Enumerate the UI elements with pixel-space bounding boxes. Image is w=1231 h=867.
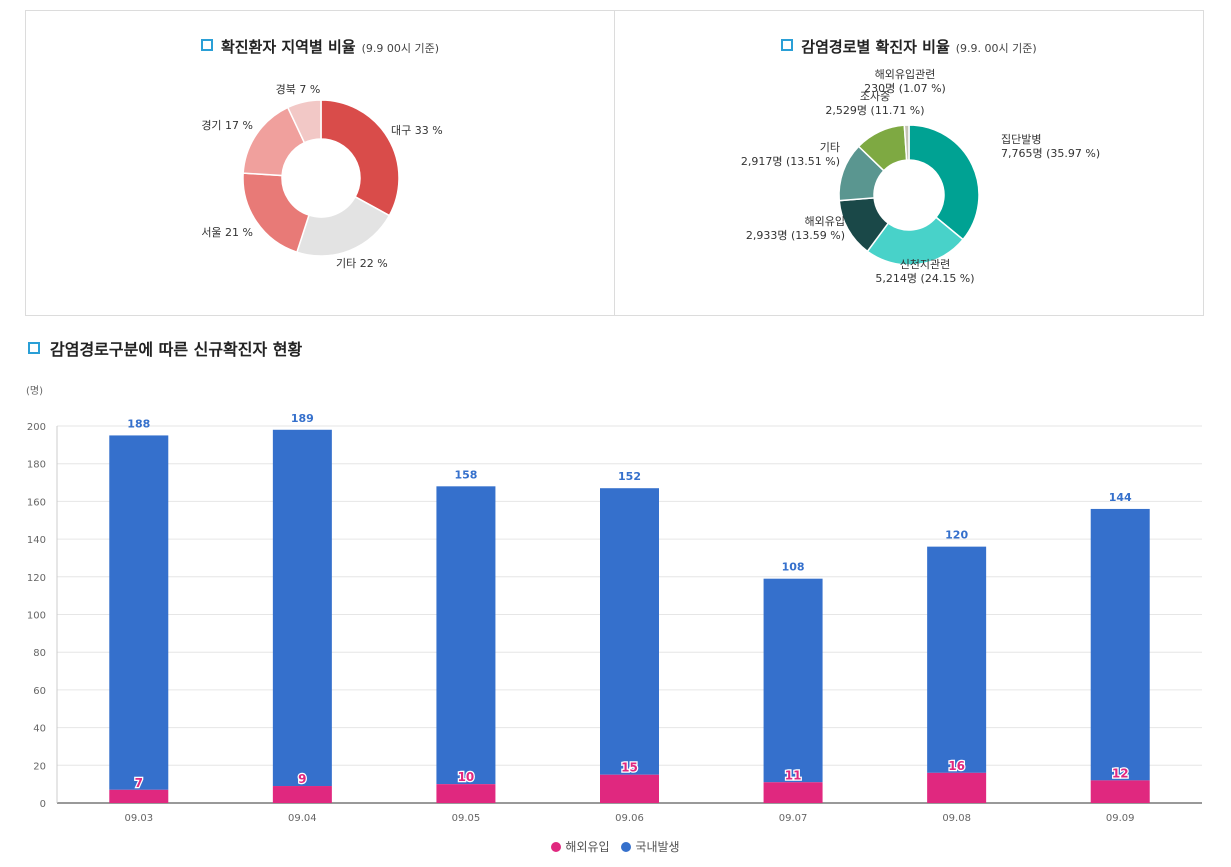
- y-tick-label: 200: [27, 422, 46, 433]
- section-title-text: 감염경로구분에 따른 신규확진자 현황: [50, 340, 303, 359]
- bar-domestic[interactable]: [600, 488, 659, 775]
- bar-overseas[interactable]: [109, 789, 169, 803]
- domestic-value-label: 152: [618, 470, 641, 483]
- donut-slice[interactable]: [286, 99, 322, 144]
- bar-domestic[interactable]: [927, 546, 987, 773]
- y-tick-label: 40: [33, 724, 46, 735]
- x-tick-label: 09.09: [1106, 813, 1135, 824]
- y-tick-label: 0: [40, 799, 46, 810]
- region-ratio-panel: 확진환자 지역별 비율 (9.9 00시 기준) 대구 33 % 기타 22 % 서울…: [25, 10, 615, 316]
- slice-label: 대구 33 %: [391, 124, 443, 137]
- domestic-value-label: 189: [291, 412, 314, 425]
- y-tick-label: 60: [33, 686, 46, 697]
- slice-label: 경기 17 %: [201, 119, 253, 132]
- square-bullet-icon: [200, 39, 213, 51]
- chart-legend: 해외유입 국내발생: [0, 838, 1231, 855]
- bar-domestic[interactable]: [272, 429, 332, 787]
- bar-overseas[interactable]: [272, 786, 332, 803]
- route-panel-title: 감염경로별 확진자 비율 (9.9. 00시 기준): [615, 36, 1203, 57]
- daily-cases-bar-chart: (명) 0 20 40 60 80 100 120 140 160 180 200 188 7 09.03 1…: [26, 385, 1202, 824]
- y-tick-label: 80: [33, 648, 46, 659]
- y-unit-label: (명): [26, 385, 43, 397]
- x-tick-label: 09.04: [288, 813, 317, 824]
- bar-domestic[interactable]: [1090, 508, 1150, 781]
- legend-label: 국내발생: [635, 840, 680, 854]
- square-bullet-icon: [28, 342, 40, 354]
- region-title-text: 확진환자 지역별 비율: [220, 38, 356, 56]
- legend-label: 해외유입: [565, 840, 610, 854]
- donut-slice[interactable]: [242, 172, 310, 254]
- donut-slice[interactable]: [320, 99, 400, 217]
- donut-slice[interactable]: [908, 124, 980, 241]
- overseas-value-label: 11: [785, 768, 802, 782]
- y-tick-label: 100: [27, 611, 46, 622]
- domestic-value-label: 144: [1109, 491, 1132, 504]
- overseas-value-label: 10: [458, 770, 475, 784]
- bar-overseas[interactable]: [927, 772, 987, 803]
- domestic-value-label: 108: [782, 561, 805, 574]
- x-tick-label: 09.07: [779, 813, 808, 824]
- y-tick-label: 120: [27, 573, 46, 584]
- slice-label: 해외유입관련 230명 (1.07 %): [864, 67, 946, 95]
- slice-label: 기타 22 %: [336, 257, 388, 270]
- route-subtitle-text: (9.9. 00시 기준): [955, 42, 1037, 55]
- x-tick-label: 09.08: [942, 813, 971, 824]
- slice-label: 조사중 2,529명 (11.71 %): [825, 90, 924, 117]
- domestic-value-label: 158: [454, 468, 477, 481]
- donut-slice[interactable]: [903, 124, 910, 161]
- bar-overseas[interactable]: [1090, 780, 1150, 803]
- y-tick-label: 140: [27, 535, 46, 546]
- slice-label: 기타 2,917명 (13.51 %): [741, 141, 840, 168]
- region-subtitle-text: (9.9 00시 기준): [361, 42, 440, 55]
- section-title: 감염경로구분에 따른 신규확진자 현황: [28, 336, 302, 360]
- slice-label: 서울 21 %: [201, 226, 253, 239]
- region-donut-chart: 대구 33 % 기타 22 % 서울 21 % 경기 17 % 경북 7 %: [201, 83, 443, 270]
- slice-label: 해외유입 2,933명 (13.59 %): [746, 214, 845, 242]
- slice-label: 경북 7 %: [276, 83, 321, 96]
- slice-label: 신천지관련 5,214명 (24.15 %): [875, 257, 974, 285]
- route-ratio-panel: 감염경로별 확진자 비율 (9.9. 00시 기준) 집단발병 7,765명 (35…: [614, 10, 1204, 316]
- overseas-value-label: 16: [948, 759, 965, 773]
- bar-overseas[interactable]: [600, 774, 659, 803]
- bar-domestic[interactable]: [763, 578, 823, 783]
- domestic-value-label: 120: [945, 529, 968, 542]
- domestic-value-label: 188: [127, 417, 150, 430]
- legend-item-overseas[interactable]: 해외유입: [551, 838, 610, 855]
- region-panel-title: 확진환자 지역별 비율 (9.9 00시 기준): [26, 36, 614, 57]
- route-donut-chart: 집단발병 7,765명 (35.97 %) 신천지관련 5,214명 (24.15 %…: [741, 67, 1100, 285]
- overseas-value-label: 15: [621, 761, 638, 775]
- donut-slice[interactable]: [866, 216, 965, 266]
- y-tick-label: 20: [33, 761, 46, 772]
- y-tick-label: 180: [27, 460, 46, 471]
- route-title-text: 감염경로별 확진자 비율: [801, 38, 950, 56]
- slice-label: 집단발병 7,765명 (35.97 %): [1001, 133, 1100, 160]
- x-tick-label: 09.05: [452, 813, 481, 824]
- x-tick-label: 09.06: [615, 813, 644, 824]
- legend-item-domestic[interactable]: 국내발생: [621, 838, 680, 855]
- legend-dot-icon: [551, 842, 562, 852]
- square-bullet-icon: [781, 39, 794, 51]
- y-tick-label: 160: [27, 497, 46, 508]
- overseas-value-label: 7: [135, 776, 143, 790]
- overseas-value-label: 12: [1112, 766, 1129, 780]
- bar-domestic[interactable]: [436, 486, 496, 785]
- overseas-value-label: 9: [298, 772, 306, 786]
- bar-overseas[interactable]: [763, 782, 823, 803]
- x-tick-label: 09.03: [124, 813, 153, 824]
- bar-overseas[interactable]: [436, 784, 496, 803]
- legend-dot-icon: [621, 842, 632, 852]
- bar-domestic[interactable]: [109, 435, 169, 790]
